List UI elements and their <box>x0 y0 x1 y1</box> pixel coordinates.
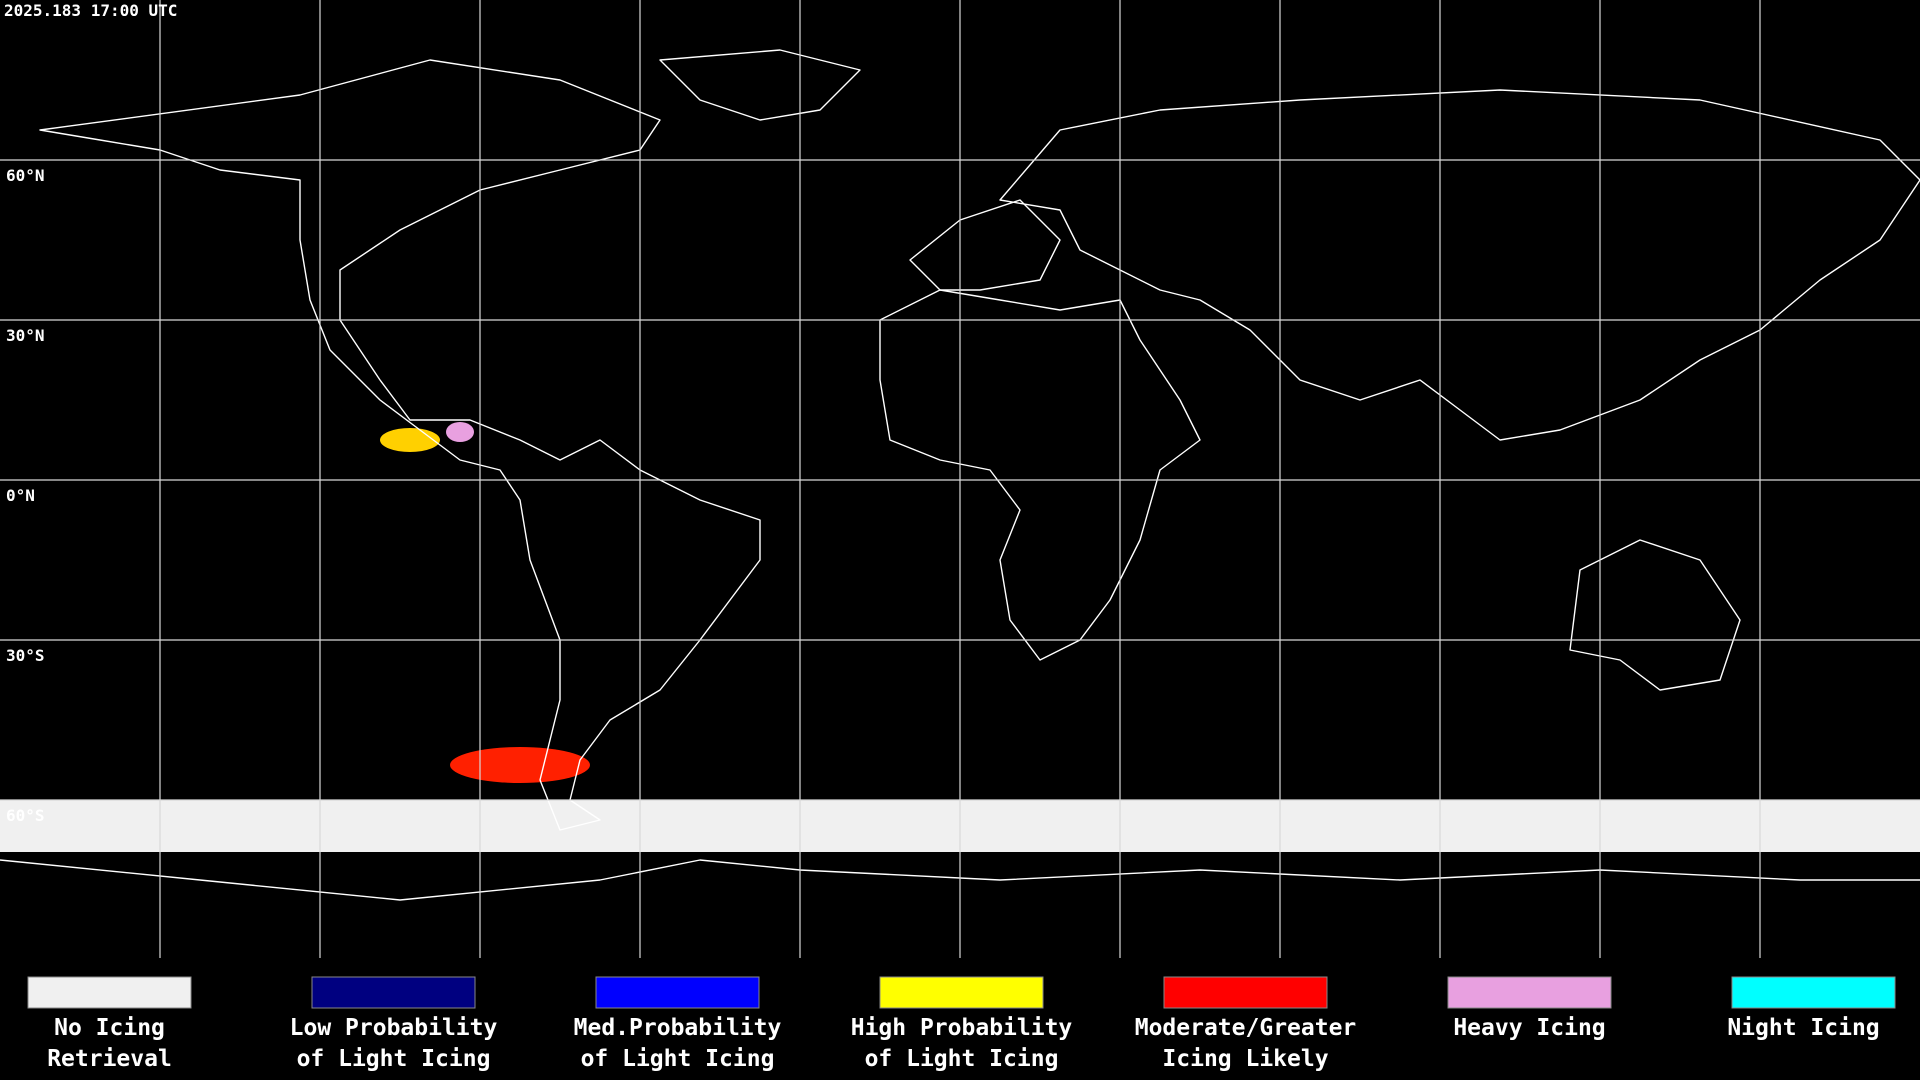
timestamp: 2025.183 17:00 UTC <box>4 1 177 20</box>
legend-label: Night Icing <box>1727 1015 1879 1041</box>
legend-swatch <box>1163 976 1328 1009</box>
lat-labels: 60°N 30°N 0°N 30°S 60°S <box>6 166 45 825</box>
lat-label: 60°N <box>6 166 45 185</box>
patch-heavy <box>446 422 474 442</box>
patch-red <box>450 747 590 783</box>
legend-label: Retrieval <box>47 1046 172 1072</box>
legend-label: of Light Icing <box>297 1046 491 1072</box>
lat-label: 30°S <box>6 646 45 665</box>
graticule <box>0 0 1920 958</box>
legend-label: Low Probability <box>290 1015 498 1041</box>
legend-swatch <box>1731 976 1896 1009</box>
lat-label: 30°N <box>6 326 45 345</box>
lat-label: 60°S <box>6 806 45 825</box>
legend-swatch <box>1447 976 1612 1009</box>
legend-swatch <box>595 976 760 1009</box>
lat-label: 0°N <box>6 486 35 505</box>
legend-label: No Icing <box>54 1015 165 1041</box>
legend-label: Moderate/Greater <box>1135 1015 1357 1041</box>
legend-label: Heavy Icing <box>1453 1015 1605 1041</box>
legend-label: of Light Icing <box>581 1046 775 1072</box>
legend-label: Med.Probability <box>574 1015 782 1041</box>
legend-swatch <box>311 976 476 1009</box>
patch-yellow <box>380 428 440 452</box>
legend-label: Icing Likely <box>1162 1046 1328 1072</box>
legend-swatch <box>879 976 1044 1009</box>
legend-swatch <box>27 976 192 1009</box>
speckle-orange <box>0 110 900 790</box>
legend-label: of Light Icing <box>865 1046 1059 1072</box>
legend-label: High Probability <box>851 1015 1073 1041</box>
legend: No Icing Retrieval Low Probability of Light… <box>27 976 1896 1072</box>
